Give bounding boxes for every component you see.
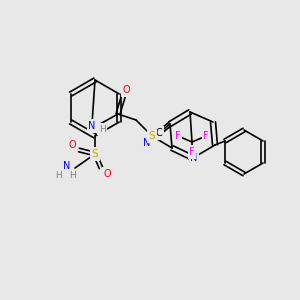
Text: O: O	[68, 140, 76, 150]
Text: F: F	[203, 131, 209, 141]
Text: H: H	[70, 170, 76, 179]
Text: H: H	[99, 124, 105, 134]
Text: C: C	[156, 128, 162, 138]
Text: N: N	[190, 153, 198, 163]
Text: F: F	[189, 147, 195, 157]
Text: F: F	[175, 131, 181, 141]
Text: N: N	[143, 138, 151, 148]
Text: S: S	[92, 149, 98, 159]
Text: N: N	[63, 161, 71, 171]
Text: S: S	[149, 131, 155, 141]
Text: O: O	[103, 169, 111, 179]
Text: H: H	[56, 170, 62, 179]
Text: O: O	[122, 85, 130, 95]
Text: N: N	[88, 121, 96, 131]
